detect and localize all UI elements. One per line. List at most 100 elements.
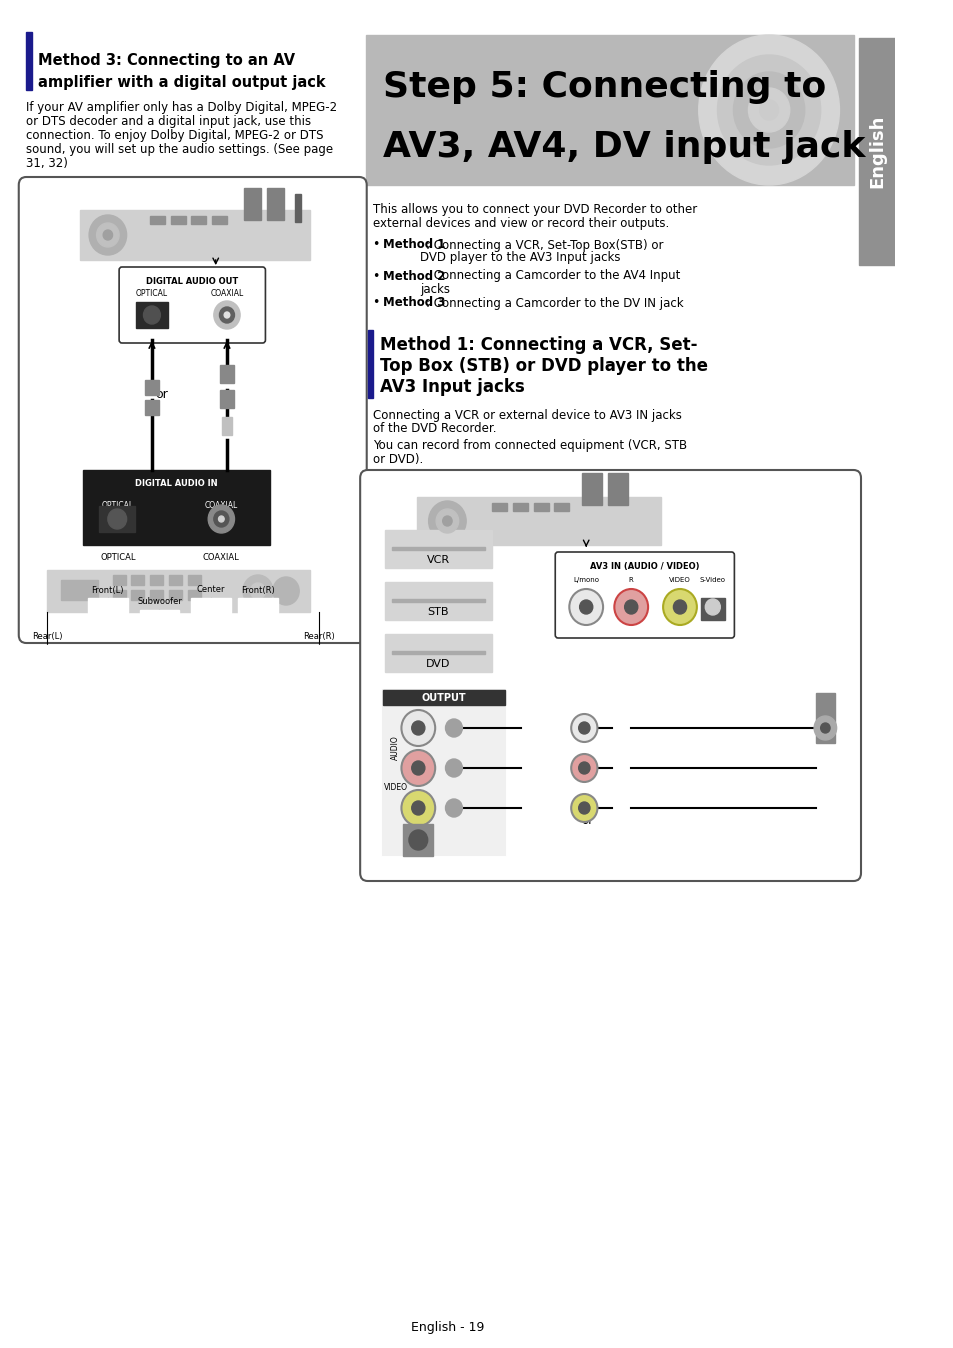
Text: or DTS decoder and a digital input jack, use this: or DTS decoder and a digital input jack,… [27,116,311,128]
Text: If your AV amplifier only has a Dolby Digital, MPEG-2: If your AV amplifier only has a Dolby Di… [27,101,337,115]
Bar [220,390,233,408]
Text: or: or [581,813,593,826]
Bar [492,503,507,511]
Circle shape [704,599,720,615]
Text: S-Video: S-Video [700,577,725,582]
Text: OPTICAL: OPTICAL [135,290,168,298]
Circle shape [578,723,589,735]
Bar [815,693,834,743]
Bar [88,599,128,625]
Bar [99,506,135,532]
Circle shape [717,55,820,164]
Bar [192,216,206,224]
Bar [145,400,158,415]
Bar [220,365,233,383]
Bar [403,824,433,856]
Bar [222,417,232,435]
Bar [139,611,179,638]
Text: Connecting a VCR or external device to AV3 IN jacks: Connecting a VCR or external device to A… [373,408,681,422]
Text: AV3, AV4, DV input jack: AV3, AV4, DV input jack [382,129,864,164]
Text: •: • [373,297,384,310]
Bar [244,187,260,220]
Circle shape [614,589,647,625]
Text: English - 19: English - 19 [411,1321,483,1335]
FancyBboxPatch shape [360,470,861,882]
Circle shape [412,721,424,735]
Circle shape [412,762,424,775]
Bar [47,570,309,612]
Bar [145,380,158,395]
Circle shape [442,516,452,526]
Bar [392,599,484,603]
Text: : Connecting a VCR, Set-Top Box(STB) or: : Connecting a VCR, Set-Top Box(STB) or [426,239,663,252]
Circle shape [820,723,829,733]
Text: : Connecting a Camcorder to the AV4 Input: : Connecting a Camcorder to the AV4 Inpu… [426,270,679,283]
Circle shape [813,716,836,740]
Text: of the DVD Recorder.: of the DVD Recorder. [373,422,497,435]
Text: Method 3: Connecting to an AV: Method 3: Connecting to an AV [37,53,294,67]
Circle shape [662,589,696,625]
Bar [384,530,492,568]
Text: external devices and view or record their outputs.: external devices and view or record thei… [373,217,669,231]
Text: AV3 IN (AUDIO / VIDEO): AV3 IN (AUDIO / VIDEO) [590,562,699,570]
Bar [700,599,724,620]
Bar [554,503,569,511]
Circle shape [409,830,427,851]
Text: OUTPUT: OUTPUT [421,693,465,704]
Bar [61,580,98,600]
Text: COAXIAL: COAXIAL [205,500,237,510]
FancyBboxPatch shape [555,551,734,638]
Circle shape [401,790,435,826]
Text: connection. To enjoy Dolby Digital, MPEG-2 or DTS: connection. To enjoy Dolby Digital, MPEG… [27,129,323,143]
Circle shape [89,214,127,255]
Bar [533,503,548,511]
Bar [150,216,165,224]
Bar [169,576,182,585]
Circle shape [445,759,462,776]
Bar [295,194,301,222]
Text: COAXIAL: COAXIAL [210,290,243,298]
Circle shape [108,510,127,528]
Circle shape [571,794,597,822]
Bar [382,690,504,855]
Text: COAXIAL: COAXIAL [203,553,239,562]
Circle shape [213,511,229,527]
Text: amplifier with a digital output jack: amplifier with a digital output jack [37,74,325,89]
Circle shape [208,506,234,532]
Circle shape [219,307,234,324]
Bar [27,32,31,90]
Bar [299,644,338,673]
Bar [112,590,126,600]
Bar [392,651,484,654]
Text: Front(L): Front(L) [91,585,124,594]
Text: Center: Center [196,585,225,594]
Text: VIDEO: VIDEO [383,783,407,793]
Circle shape [401,710,435,745]
Text: L/mono: L/mono [573,577,598,582]
Bar [382,690,504,705]
Text: •: • [373,239,384,252]
Text: DIGITAL AUDIO OUT: DIGITAL AUDIO OUT [146,276,238,286]
Bar [28,644,67,673]
Bar [416,497,660,545]
Bar [150,576,163,585]
Text: VCR: VCR [426,555,450,565]
Circle shape [250,582,265,599]
Circle shape [436,510,458,532]
Circle shape [273,577,299,605]
Circle shape [624,600,638,613]
Bar [83,470,270,545]
Text: This allows you to connect your DVD Recorder to other: This allows you to connect your DVD Reco… [373,204,697,217]
Circle shape [698,35,839,185]
Text: Top Box (STB) or DVD player to the: Top Box (STB) or DVD player to the [379,357,707,375]
Bar [859,38,894,266]
Bar [136,302,168,328]
Circle shape [673,600,686,613]
Circle shape [224,311,230,318]
Circle shape [578,802,589,814]
FancyBboxPatch shape [119,267,265,342]
Text: English: English [867,115,885,189]
Text: You can record from connected equipment (VCR, STB: You can record from connected equipment … [373,438,687,452]
Circle shape [428,501,466,541]
Text: DIGITAL AUDIO IN: DIGITAL AUDIO IN [135,480,217,488]
